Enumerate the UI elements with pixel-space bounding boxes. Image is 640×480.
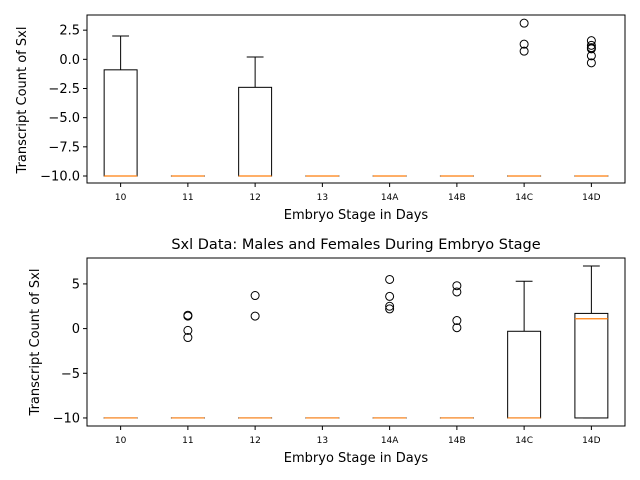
- outlier-point: [452, 316, 462, 326]
- x-tick-label: 14B: [448, 193, 466, 203]
- outlier-point: [183, 325, 193, 335]
- outlier-point: [586, 51, 596, 61]
- x-tick-label: 10: [115, 193, 127, 203]
- outlier-point: [385, 291, 395, 301]
- box-10: [103, 35, 138, 177]
- x-tick-label: 14C: [515, 436, 533, 446]
- box-11: [170, 310, 205, 419]
- y-tick-label: 5: [72, 277, 80, 292]
- iqr-box: [574, 312, 609, 419]
- y-tick-label: 0.0: [59, 53, 80, 68]
- outlier-point: [586, 58, 596, 68]
- bottom-x-axis-label: Embryo Stage in Days: [284, 451, 429, 466]
- outlier-point: [586, 44, 596, 54]
- outlier-point: [385, 274, 395, 284]
- x-tick-label: 12: [249, 436, 260, 446]
- outlier-point: [452, 281, 462, 291]
- x-tick-label: 14C: [515, 193, 533, 203]
- bottom-box-plot: −10 −5 0 5 10 11 12 13 14A 14B 14C 14D Sxl Data: Ma…: [28, 237, 626, 466]
- box-14A: [372, 274, 407, 419]
- outlier-point: [519, 39, 529, 49]
- top-x-axis-label: Embryo Stage in Days: [284, 208, 429, 223]
- outlier-point: [183, 333, 193, 343]
- outlier-point: [519, 18, 529, 28]
- outlier-point: [385, 301, 395, 311]
- top-y-axis-label: Transcript Count of Sxl: [15, 27, 30, 175]
- outlier-point: [452, 287, 462, 297]
- y-tick-label: −10: [53, 411, 80, 426]
- axes-frame: [86, 257, 626, 427]
- box-14B: [439, 281, 474, 419]
- box-14C: [507, 280, 542, 419]
- x-tick-label: 13: [317, 436, 328, 446]
- outlier-point: [452, 323, 462, 333]
- x-tick-label: 13: [317, 193, 328, 203]
- outlier-point: [183, 311, 193, 321]
- y-tick-label: −5: [61, 367, 80, 382]
- box-14C: [507, 18, 542, 177]
- box-12: [238, 56, 273, 177]
- x-tick-label: 14A: [381, 436, 399, 446]
- bottom-y-axis-label: Transcript Count of Sxl: [28, 269, 43, 417]
- top-box-plot: −10.0 −7.5 −5.0 −2.5 0.0 2.5 10 11 12 13 14A 14B 14C…: [15, 14, 626, 223]
- axes-frame: [86, 14, 626, 184]
- x-tick-label: 14D: [582, 193, 600, 203]
- x-tick-label: 14A: [381, 193, 399, 203]
- outlier-point: [250, 291, 260, 301]
- x-tick-label: 12: [249, 193, 260, 203]
- x-tick-label: 14D: [582, 436, 600, 446]
- y-tick-label: −5.0: [48, 111, 80, 126]
- box-12: [238, 291, 273, 419]
- bottom-chart-title: Sxl Data: Males and Females During Embry…: [171, 237, 540, 253]
- y-tick-label: −2.5: [48, 82, 80, 97]
- x-tick-label: 14B: [448, 436, 466, 446]
- y-tick-label: 2.5: [59, 24, 80, 39]
- y-tick-label: −7.5: [48, 140, 80, 155]
- y-tick-label: −10.0: [40, 170, 80, 185]
- box-14D: [574, 36, 609, 177]
- outlier-point: [385, 304, 395, 314]
- x-tick-label: 11: [182, 193, 193, 203]
- outlier-point: [519, 46, 529, 56]
- outlier-point: [250, 311, 260, 321]
- outlier-point: [586, 40, 596, 50]
- x-tick-label: 11: [182, 436, 193, 446]
- box-14D: [574, 265, 609, 419]
- y-tick-label: 0: [72, 322, 80, 337]
- x-tick-label: 10: [115, 436, 127, 446]
